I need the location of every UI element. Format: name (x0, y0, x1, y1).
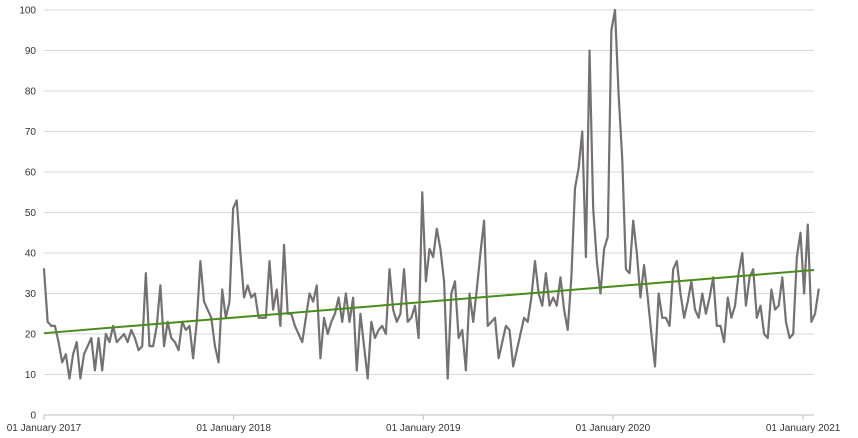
y-tick-label: 10 (25, 370, 37, 381)
y-tick-label: 70 (25, 127, 37, 138)
trend-line (43, 269, 815, 335)
x-tick-label: 01 January 2021 (766, 423, 841, 434)
x-tick-label: 01 January 2020 (576, 423, 651, 434)
tick-labels: 0 10 20 30 40 50 60 70 80 90 100 01 January 2017 01 … (7, 6, 841, 435)
x-tick-label: 01 January 2019 (386, 423, 461, 434)
y-tick-label: 80 (25, 87, 37, 98)
series-line (42, 8, 820, 380)
x-tick-label: 01 January 2017 (7, 423, 82, 434)
x-tick-label: 01 January 2018 (196, 423, 271, 434)
y-tick-label: 30 (25, 289, 37, 300)
y-tick-label: 40 (25, 249, 37, 260)
y-tick-label: 90 (25, 46, 37, 57)
y-tick-label: 0 (30, 411, 36, 422)
axes (43, 414, 814, 420)
y-tick-label: 60 (25, 168, 37, 179)
series-lines (42, 8, 820, 380)
y-tick-label: 20 (25, 330, 37, 341)
gridlines (44, 9, 814, 375)
y-tick-label: 50 (25, 208, 37, 219)
y-tick-label: 100 (19, 6, 36, 17)
